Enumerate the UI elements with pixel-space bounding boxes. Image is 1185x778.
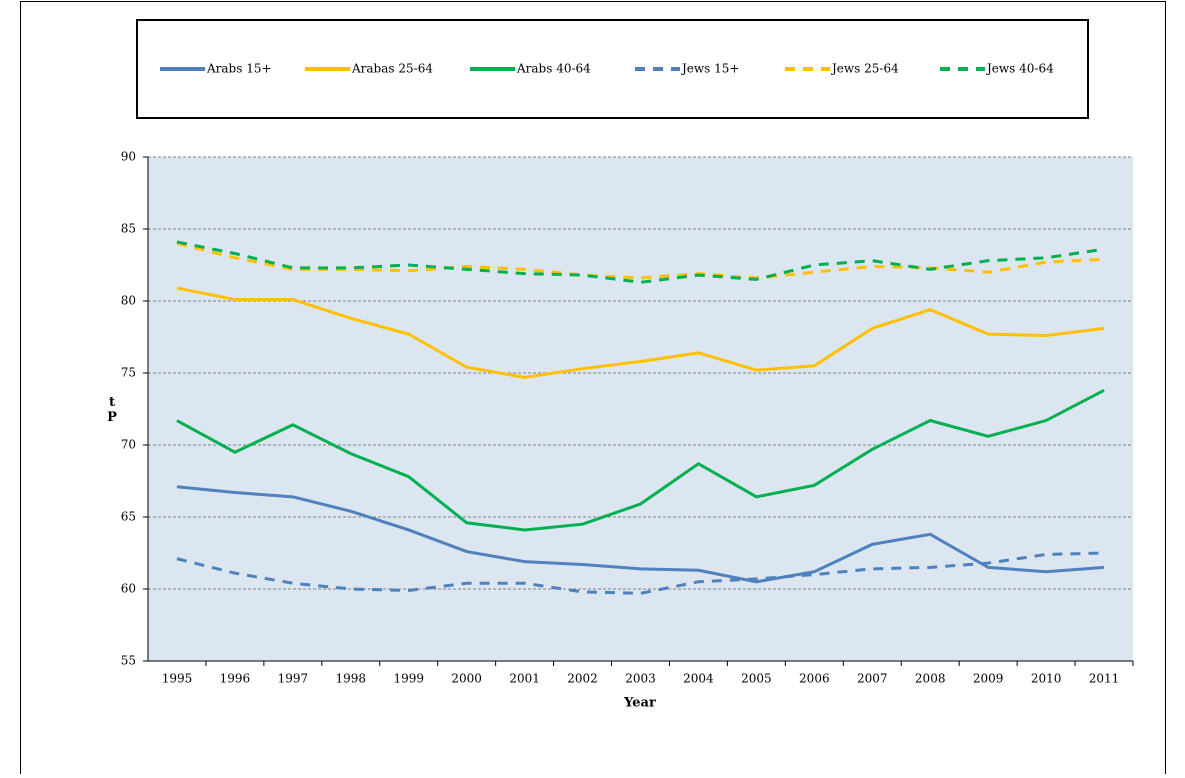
x-tick-label: 2000: [451, 672, 482, 686]
x-axis-title: Year: [623, 696, 656, 711]
y-tick-label: 85: [121, 222, 136, 236]
x-tick-label: 2003: [625, 672, 656, 686]
y-axis-title: tP: [105, 395, 120, 425]
legend-label: Arabs 40-64: [516, 62, 591, 76]
y-tick-label: 80: [121, 294, 136, 308]
x-tick-label: 2011: [1089, 672, 1120, 686]
x-tick-label: 2004: [683, 672, 714, 686]
legend-label: Jews 40-64: [985, 62, 1054, 76]
x-tick-label: 1997: [278, 672, 309, 686]
legend-box: [136, 19, 1089, 119]
x-tick-label: 2002: [567, 672, 598, 686]
legend-label: Jews 25-64: [830, 62, 899, 76]
x-tick-label: 2008: [915, 672, 946, 686]
series-line: [176, 241, 1105, 280]
x-tick-label: 1995: [162, 672, 193, 686]
y-tick-label: 55: [121, 654, 136, 668]
series-line: [176, 286, 1105, 379]
y-tick-label: 60: [121, 582, 136, 596]
x-tick-label: 2006: [799, 672, 830, 686]
plot-area: [148, 157, 1133, 661]
x-tick-label: 2001: [509, 672, 540, 686]
x-tick-label: 2009: [973, 672, 1004, 686]
y-tick-label: 90: [121, 150, 136, 164]
legend-label: Jews 15+: [680, 62, 739, 76]
x-tick-label: 2005: [741, 672, 772, 686]
y-tick-label: 65: [121, 510, 136, 524]
series-line: [176, 485, 1105, 584]
y-tick-label: 75: [121, 366, 136, 380]
x-tick-label: 1996: [220, 672, 251, 686]
y-tick-label: 70: [121, 438, 136, 452]
x-tick-label: 1998: [336, 672, 367, 686]
x-tick-label: 1999: [393, 672, 424, 686]
x-tick-label: 2007: [857, 672, 888, 686]
legend-label: Arabs 15+: [206, 62, 272, 76]
legend-label: Arabas 25-64: [351, 62, 433, 76]
series-line: [176, 240, 1105, 284]
x-tick-label: 2010: [1031, 672, 1062, 686]
series-line: [176, 551, 1105, 595]
series-line: [176, 388, 1105, 532]
